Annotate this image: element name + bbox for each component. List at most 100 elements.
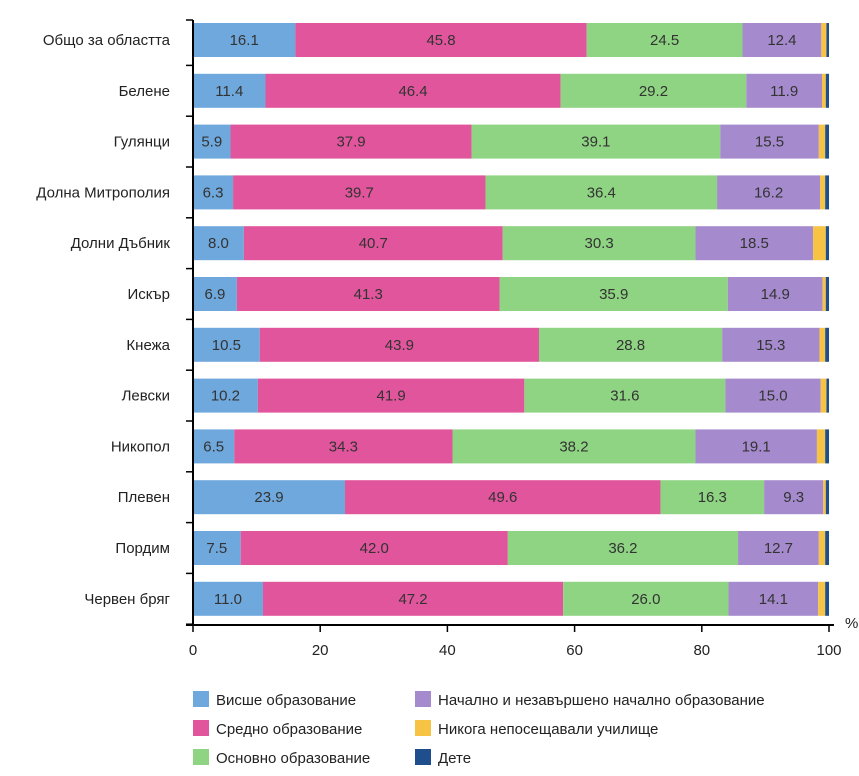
legend-swatch <box>193 749 209 765</box>
bar-segment <box>822 277 826 311</box>
bar-segment <box>524 378 726 413</box>
x-tick-label: 60 <box>566 642 583 659</box>
bar-segment <box>826 378 829 413</box>
bar-segment <box>738 531 819 565</box>
value-label: 26.0 <box>631 591 660 608</box>
x-tick-label: 100 <box>816 642 841 659</box>
bar-segment <box>499 277 728 311</box>
bar-segment <box>725 378 821 413</box>
category-label: Долна Митрополия <box>36 184 170 201</box>
bar-segment <box>193 429 235 464</box>
bar-segment <box>820 378 827 413</box>
legend-swatch <box>415 720 431 736</box>
bar-segment <box>193 581 263 616</box>
value-label: 29.2 <box>639 83 668 100</box>
value-label: 28.8 <box>616 337 645 354</box>
category-label: Белене <box>119 83 170 100</box>
value-label: 15.0 <box>758 388 787 405</box>
value-label: 34.3 <box>329 438 358 455</box>
bar-segment <box>257 378 525 413</box>
bar-segment <box>826 23 829 57</box>
category-label: Долни Дъбник <box>71 235 171 252</box>
category-label: Кнежа <box>126 337 170 354</box>
bar-segment <box>821 23 827 57</box>
bar-segment <box>265 73 561 108</box>
legend: Висше образование Средно образование Основ… <box>193 691 765 767</box>
legend-swatch <box>193 691 209 707</box>
bar-segment <box>538 327 723 362</box>
bar-segment <box>825 531 829 565</box>
x-tick-label: 80 <box>693 642 710 659</box>
value-label: 15.3 <box>756 337 785 354</box>
bar-segment <box>825 73 829 108</box>
bar-segment <box>825 226 829 261</box>
bar-segment <box>193 124 231 159</box>
value-label: 24.5 <box>650 32 679 49</box>
bars-layer: 16.1 45.8 24.5 12.4 11.4 46.4 29.2 11.9 5.9 37.9 3… <box>193 23 829 616</box>
bar-segment <box>728 581 819 616</box>
legend-entry: Основно образование <box>216 750 370 767</box>
value-label: 41.3 <box>354 286 383 303</box>
bar-segment <box>233 175 486 210</box>
bar-segment <box>230 124 472 159</box>
bar-segment <box>295 23 587 57</box>
bar-segment <box>722 327 820 362</box>
value-label: 49.6 <box>488 489 517 506</box>
bar-segment <box>825 480 829 515</box>
legend-entry: Начално и незавършено начално образовани… <box>438 692 765 709</box>
category-label: Общо за областта <box>43 32 171 49</box>
bar-segment <box>742 23 822 57</box>
bar-segment <box>822 73 826 108</box>
bar-segment <box>818 531 826 565</box>
x-tick-label: 40 <box>439 642 456 659</box>
bar-segment <box>262 581 564 616</box>
bar-segment <box>825 581 829 616</box>
bar-segment <box>825 277 829 311</box>
bar-segment <box>193 73 266 108</box>
bar-segment <box>818 124 826 159</box>
value-label: 11.0 <box>214 591 242 608</box>
bar-segment <box>240 531 508 565</box>
value-label: 46.4 <box>398 83 427 100</box>
value-label: 5.9 <box>201 134 222 151</box>
bar-segment <box>193 480 345 515</box>
value-label: 16.3 <box>698 489 727 506</box>
bar-segment <box>345 480 661 515</box>
bar-segment <box>452 429 696 464</box>
category-label: Плевен <box>118 489 170 506</box>
bar-segment <box>193 23 296 57</box>
category-label: Искър <box>127 286 170 303</box>
value-label: 47.2 <box>398 591 427 608</box>
value-label: 43.9 <box>385 337 414 354</box>
bar-segment <box>727 277 823 311</box>
category-label: Никопол <box>111 438 170 455</box>
bar-segment <box>234 429 453 464</box>
value-label: 11.4 <box>215 83 243 100</box>
bar-segment <box>560 73 747 108</box>
axes-layer: Общо за областта Белене Гулянци Долна Митро… <box>36 19 858 659</box>
bar-segment <box>746 73 822 108</box>
value-label: 11.9 <box>770 83 798 100</box>
value-label: 7.5 <box>206 540 227 557</box>
value-label: 6.3 <box>203 184 224 201</box>
bar-segment <box>816 429 826 464</box>
bar-segment <box>193 531 241 565</box>
category-label: Левски <box>122 388 170 405</box>
bar-segment <box>818 581 826 616</box>
bar-segment <box>193 378 258 413</box>
value-label: 19.1 <box>742 438 771 455</box>
value-label: 36.4 <box>587 184 616 201</box>
bar-segment <box>825 175 829 210</box>
category-label: Червен бряг <box>84 591 170 608</box>
x-tick-label: 0 <box>189 642 197 659</box>
bar-segment <box>259 327 539 362</box>
bar-segment <box>819 327 826 362</box>
value-label: 14.9 <box>761 286 790 303</box>
value-label: 12.7 <box>764 540 793 557</box>
value-label: 18.5 <box>740 235 769 252</box>
value-label: 30.3 <box>584 235 613 252</box>
legend-swatch <box>415 691 431 707</box>
legend-entry: Дете <box>438 750 471 767</box>
value-label: 36.2 <box>608 540 637 557</box>
